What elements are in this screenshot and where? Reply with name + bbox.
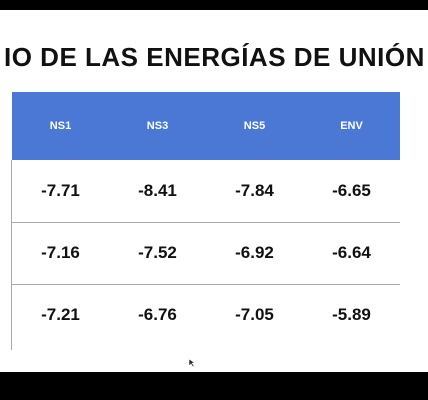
table-header: NS1 NS3 NS5 ENV [12, 92, 400, 160]
row-divider [12, 284, 400, 285]
table-row: -7.16 -7.52 -6.92 -6.64 [12, 222, 400, 284]
table-cell: -6.76 [138, 305, 177, 324]
table-cell: -7.05 [235, 305, 274, 324]
table-cell: -7.71 [41, 181, 80, 200]
table-cell: -6.64 [332, 243, 371, 262]
table-cell: -5.89 [332, 305, 371, 324]
table-cell: -8.41 [138, 181, 177, 200]
mouse-cursor [188, 358, 196, 368]
table-cell: -6.92 [235, 243, 274, 262]
slide-title: IO DE LAS ENERGÍAS DE UNIÓN [4, 42, 425, 72]
table-row: -7.71 -8.41 -7.84 -6.65 [12, 160, 400, 222]
column-border [11, 160, 12, 350]
table-cell: -7.21 [41, 305, 80, 324]
table-cell: -6.65 [332, 181, 371, 200]
table-row: -7.21 -6.76 -7.05 -5.89 [12, 284, 400, 346]
table-cell: -7.16 [41, 243, 80, 262]
table-cell: -7.52 [138, 243, 177, 262]
slide: IO DE LAS ENERGÍAS DE UNIÓN NS1 NS3 NS5 ENV… [0, 10, 428, 372]
column-header: NS1 [49, 120, 72, 132]
table-cell: -7.84 [235, 181, 274, 200]
column-header: NS3 [146, 120, 169, 132]
row-divider [12, 222, 400, 223]
column-header: ENV [340, 120, 363, 132]
column-header: NS5 [243, 120, 266, 132]
